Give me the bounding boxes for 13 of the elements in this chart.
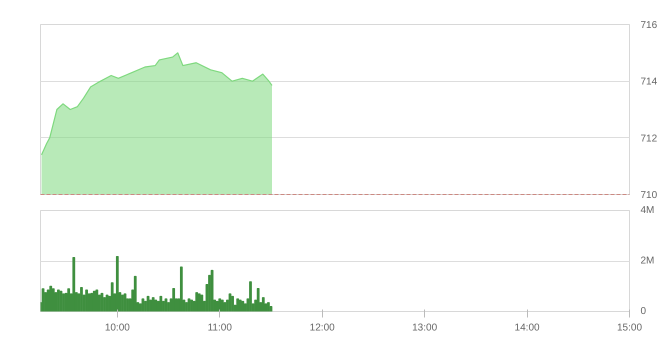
x-tick-label: 12:00: [310, 322, 336, 334]
y-tick-label: 712: [640, 133, 658, 144]
y-tick-label: 0: [640, 306, 646, 317]
x-tick-label: 14:00: [514, 322, 540, 334]
x-tick-label: 10:00: [104, 322, 130, 334]
x-tick-label: 15:00: [616, 322, 642, 334]
x-tick-label: 13:00: [412, 322, 438, 334]
y-tick-label: 4M: [640, 205, 654, 216]
x-tick-label: 11:00: [208, 322, 232, 334]
y-tick-label: 2M: [640, 256, 654, 266]
y-tick-label: 716: [640, 20, 658, 31]
y-tick-label: 714: [640, 76, 658, 88]
y-tick-label: 710: [640, 190, 658, 201]
